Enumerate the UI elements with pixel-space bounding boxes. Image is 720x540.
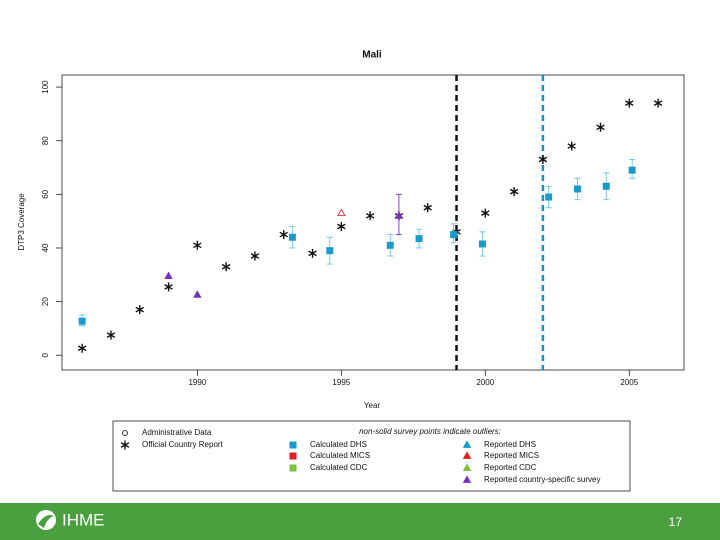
x-tick-label: 1995 <box>332 378 350 387</box>
asterisk-marker <box>653 98 663 108</box>
square-marker <box>573 185 581 193</box>
triangle-marker <box>164 271 173 280</box>
asterisk-marker <box>337 222 346 232</box>
legend-label: Calculated MICS <box>310 451 370 460</box>
asterisk-marker <box>509 187 519 197</box>
square-marker <box>478 240 486 248</box>
triangle-marker <box>462 451 472 459</box>
triangle-marker <box>462 463 472 471</box>
triangle-marker <box>462 475 472 483</box>
triangle-marker <box>462 440 472 448</box>
legend-label: Reported DHS <box>484 440 536 449</box>
square-marker <box>628 166 636 174</box>
legend-label: Calculated DHS <box>310 440 367 449</box>
page-number: 17 <box>669 515 683 529</box>
asterisk-marker <box>308 248 317 258</box>
legend-label: Calculated CDC <box>310 463 368 472</box>
square-marker <box>289 464 297 472</box>
asterisk-marker <box>221 262 231 272</box>
square-marker <box>288 233 296 241</box>
asterisk-marker <box>164 282 173 292</box>
x-tick-label: 2000 <box>476 378 494 387</box>
x-axis-label: Year <box>364 401 381 410</box>
legend-frame <box>112 420 631 492</box>
square-marker <box>602 182 610 190</box>
legend-label: Administrative Data <box>142 428 212 437</box>
square-marker <box>326 247 334 255</box>
x-tick-label: 1990 <box>188 378 206 387</box>
asterisk-marker <box>365 211 375 221</box>
square-marker <box>78 317 86 325</box>
plot-frame <box>61 74 685 371</box>
footer-bar <box>0 503 720 540</box>
asterisk-marker <box>481 208 490 218</box>
legend-title: non-solid survey points indicate outlier… <box>359 427 501 436</box>
asterisk-marker <box>279 230 288 240</box>
asterisk-marker <box>135 305 144 315</box>
triangle-marker <box>394 211 404 219</box>
square-marker <box>545 193 553 201</box>
asterisk-marker <box>106 330 116 340</box>
asterisk-marker <box>120 440 130 450</box>
asterisk-marker <box>596 122 605 132</box>
asterisk-marker <box>567 141 576 151</box>
y-tick-label: 0 <box>41 352 50 357</box>
asterisk-marker <box>625 98 634 108</box>
legend-label: Reported MICS <box>484 451 539 460</box>
square-marker <box>289 452 297 460</box>
asterisk-marker <box>250 251 260 261</box>
asterisk-marker <box>423 203 432 213</box>
square-marker <box>450 231 458 239</box>
chart-title: Mali <box>362 50 382 61</box>
triangle-marker <box>193 290 202 298</box>
legend-label: Reported CDC <box>484 463 537 472</box>
logo-text: IHME <box>62 510 105 529</box>
y-tick-label: 20 <box>41 297 50 306</box>
y-tick-label: 80 <box>41 136 50 145</box>
square-marker <box>415 235 423 243</box>
asterisk-marker <box>77 343 87 353</box>
square-marker <box>289 441 297 449</box>
square-marker <box>386 241 394 249</box>
legend-label: Official Country Report <box>142 440 224 449</box>
y-tick-label: 60 <box>41 189 50 198</box>
asterisk-marker <box>538 154 548 164</box>
legend-label: Reported country-specific survey <box>484 475 601 484</box>
x-tick-label: 2005 <box>620 378 638 387</box>
circle-marker <box>122 430 128 436</box>
y-tick-label: 40 <box>41 243 50 252</box>
asterisk-marker <box>193 240 202 250</box>
triangle-marker <box>337 208 346 217</box>
y-axis-label: DTP3 Coverage <box>17 193 26 251</box>
logo-leaf <box>38 515 54 528</box>
y-tick-label: 100 <box>41 80 50 94</box>
